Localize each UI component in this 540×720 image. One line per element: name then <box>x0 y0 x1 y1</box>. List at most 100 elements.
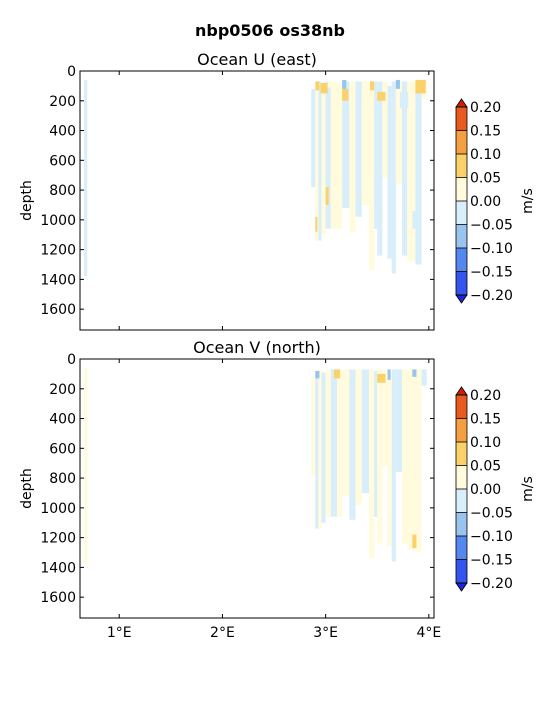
colorbar: 0.20 0.15 0.10 0.05 0.00 −0.05 −0.10 −0.15 −0.20… <box>455 98 536 304</box>
colorbar-tick-label: −0.15 <box>470 265 513 281</box>
y-tick-label: 1200 <box>40 243 76 259</box>
y-tick-label: 400 <box>49 412 76 428</box>
x-tick-label: 1°E <box>107 625 132 641</box>
value-patch <box>320 82 328 94</box>
colorbar-segment <box>456 395 467 419</box>
profile-column <box>318 81 322 241</box>
y-tick-label: 400 <box>49 124 76 140</box>
profile-column <box>382 369 388 467</box>
profile-column <box>349 81 356 232</box>
colorbar-tick-label: 0.20 <box>470 388 501 404</box>
y-tick-label: 1000 <box>40 213 76 229</box>
value-patch <box>315 370 320 379</box>
colorbar-segment <box>456 130 467 154</box>
profile-column <box>311 88 316 188</box>
colorbar-segment <box>456 248 467 272</box>
profile-column <box>315 84 319 241</box>
profile-column <box>391 369 396 562</box>
profile-column <box>342 81 350 208</box>
y-tick-label: 1600 <box>40 302 76 318</box>
x-tick-label: 3°E <box>313 625 338 641</box>
colorbar-segment <box>456 177 467 201</box>
colorbar: 0.20 0.15 0.10 0.05 0.00 −0.05 −0.10 −0.15 −0.20… <box>455 386 536 592</box>
colorbar-tick-label: 0.05 <box>470 171 501 187</box>
profile-column <box>374 370 378 517</box>
panel-ocean-v: Ocean V (north) 0 200 400 600 800 1000 1200 1400… <box>19 338 536 641</box>
profile-column <box>330 81 337 229</box>
colorbar-segment <box>456 418 467 442</box>
axes-frame <box>79 70 435 331</box>
colorbar-segment <box>456 224 467 248</box>
colorbar-tick-label: 0.00 <box>470 194 501 210</box>
profile-column <box>318 369 322 529</box>
profile-column <box>391 81 396 274</box>
value-patch <box>415 79 426 94</box>
value-patch <box>399 91 409 109</box>
profile-column <box>321 84 326 235</box>
y-tick-label: 800 <box>49 471 76 487</box>
profile-column <box>415 81 422 265</box>
profile-column <box>315 370 319 529</box>
heatmap-cells <box>84 367 427 565</box>
profile-column <box>311 376 316 476</box>
y-tick-label: 0 <box>67 352 76 368</box>
profile-column <box>374 81 378 229</box>
colorbar-label: m/s <box>520 476 536 502</box>
profile-column <box>395 81 403 185</box>
value-patch <box>387 369 391 380</box>
profile-column <box>421 369 427 386</box>
colorbar-tick-label: 0.10 <box>470 147 501 163</box>
value-patch <box>327 81 332 88</box>
colorbar-segment <box>456 107 467 131</box>
profile-column <box>325 81 331 229</box>
profile-column <box>361 81 369 205</box>
value-patch <box>342 79 347 89</box>
value-patch <box>84 388 88 422</box>
y-axis-label: depth <box>19 180 35 221</box>
profile-column <box>325 369 331 517</box>
profile-column <box>387 85 392 259</box>
colorbar-segment <box>456 271 467 295</box>
colorbar-label: m/s <box>520 188 536 214</box>
colorbar-segment <box>456 489 467 513</box>
heatmap-cells <box>84 79 427 277</box>
profile-column <box>402 81 408 256</box>
colorbar-segment <box>456 154 467 178</box>
profile-column <box>321 372 326 523</box>
y-tick-label: 1600 <box>40 590 76 606</box>
colorbar-tick-label: −0.10 <box>470 529 513 545</box>
x-tick-label: 2°E <box>210 625 235 641</box>
panel-title: Ocean V (north) <box>193 338 321 357</box>
profile-column <box>415 369 422 553</box>
profile-column <box>368 81 375 271</box>
colorbar-tick-label: 0.15 <box>470 412 501 428</box>
value-patch <box>395 79 400 89</box>
value-patch <box>315 81 320 91</box>
colorbar-tick-label: −0.05 <box>470 506 513 522</box>
profile-column <box>355 81 362 217</box>
y-tick-label: 0 <box>67 64 76 80</box>
y-tick-label: 200 <box>49 94 76 110</box>
value-patch <box>412 210 417 229</box>
value-patch <box>412 534 417 549</box>
y-tick-label: 200 <box>49 382 76 398</box>
profile-column <box>407 81 416 262</box>
colorbar-segment <box>456 536 467 560</box>
y-tick-label: 800 <box>49 183 76 199</box>
y-tick-label: 1000 <box>40 501 76 517</box>
axes-frame <box>79 358 435 619</box>
value-patch <box>333 369 341 379</box>
colorbar-tick-label: 0.00 <box>470 482 501 498</box>
value-patch <box>412 369 417 377</box>
profile-column <box>382 81 388 179</box>
colorbar-tick-label: −0.20 <box>470 576 513 592</box>
value-patch <box>325 187 329 205</box>
profile-column <box>342 369 350 496</box>
colorbar-extend-max <box>455 386 468 396</box>
colorbar-tick-label: −0.15 <box>470 553 513 569</box>
value-patch <box>315 216 318 232</box>
profile-column <box>330 369 337 517</box>
value-patch <box>370 81 375 91</box>
colorbar-tick-label: 0.10 <box>470 435 501 451</box>
y-axis-label: depth <box>19 468 35 509</box>
